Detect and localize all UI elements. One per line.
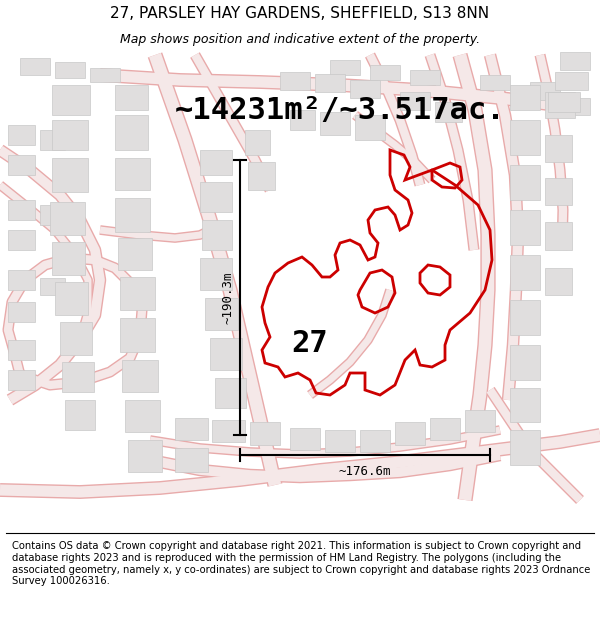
Polygon shape bbox=[360, 430, 390, 452]
Polygon shape bbox=[510, 210, 540, 245]
Polygon shape bbox=[8, 125, 35, 145]
Polygon shape bbox=[330, 60, 360, 75]
Polygon shape bbox=[400, 92, 430, 110]
Polygon shape bbox=[50, 202, 85, 235]
Polygon shape bbox=[120, 277, 155, 310]
Polygon shape bbox=[118, 238, 152, 270]
Polygon shape bbox=[510, 388, 540, 422]
Polygon shape bbox=[510, 300, 540, 335]
Text: ~176.6m: ~176.6m bbox=[339, 465, 391, 478]
Polygon shape bbox=[545, 135, 572, 162]
Polygon shape bbox=[52, 120, 88, 150]
Polygon shape bbox=[315, 74, 345, 92]
Polygon shape bbox=[548, 92, 580, 112]
Polygon shape bbox=[175, 448, 208, 472]
Polygon shape bbox=[8, 270, 35, 290]
Polygon shape bbox=[545, 222, 572, 250]
Polygon shape bbox=[320, 112, 350, 135]
Polygon shape bbox=[8, 230, 35, 250]
Polygon shape bbox=[8, 340, 35, 360]
Polygon shape bbox=[122, 360, 158, 392]
Polygon shape bbox=[210, 338, 242, 370]
Text: ~190.3m: ~190.3m bbox=[221, 271, 234, 324]
Polygon shape bbox=[60, 322, 92, 355]
Polygon shape bbox=[40, 278, 65, 295]
Polygon shape bbox=[128, 440, 162, 472]
Polygon shape bbox=[8, 302, 35, 322]
Polygon shape bbox=[560, 52, 590, 70]
Polygon shape bbox=[280, 72, 310, 90]
Polygon shape bbox=[510, 345, 540, 380]
Polygon shape bbox=[290, 428, 320, 450]
Polygon shape bbox=[245, 130, 270, 155]
Polygon shape bbox=[248, 162, 275, 190]
Polygon shape bbox=[215, 378, 246, 408]
Polygon shape bbox=[175, 418, 208, 440]
Polygon shape bbox=[200, 182, 232, 212]
Polygon shape bbox=[350, 80, 380, 98]
Polygon shape bbox=[52, 242, 85, 275]
Text: ~14231m²/~3.517ac.: ~14231m²/~3.517ac. bbox=[175, 96, 505, 124]
Polygon shape bbox=[200, 150, 232, 175]
Polygon shape bbox=[8, 155, 35, 175]
Polygon shape bbox=[20, 58, 50, 75]
Polygon shape bbox=[115, 198, 150, 232]
Polygon shape bbox=[510, 430, 540, 465]
Polygon shape bbox=[290, 110, 315, 130]
Polygon shape bbox=[212, 420, 245, 442]
Polygon shape bbox=[395, 422, 425, 445]
Polygon shape bbox=[465, 410, 495, 432]
Polygon shape bbox=[202, 220, 232, 250]
Polygon shape bbox=[545, 92, 575, 118]
Polygon shape bbox=[558, 98, 590, 115]
Polygon shape bbox=[200, 258, 232, 290]
Polygon shape bbox=[40, 205, 65, 225]
Polygon shape bbox=[530, 82, 560, 100]
Polygon shape bbox=[65, 400, 95, 430]
Polygon shape bbox=[55, 62, 85, 78]
Polygon shape bbox=[40, 130, 65, 150]
Polygon shape bbox=[8, 200, 35, 220]
Text: 27: 27 bbox=[292, 329, 328, 357]
Polygon shape bbox=[52, 85, 90, 115]
Polygon shape bbox=[55, 282, 88, 315]
Polygon shape bbox=[510, 165, 540, 200]
Polygon shape bbox=[510, 120, 540, 155]
Polygon shape bbox=[62, 362, 94, 392]
Polygon shape bbox=[510, 85, 540, 110]
Polygon shape bbox=[120, 318, 155, 352]
Text: 27, PARSLEY HAY GARDENS, SHEFFIELD, S13 8NN: 27, PARSLEY HAY GARDENS, SHEFFIELD, S13 … bbox=[110, 6, 490, 21]
Polygon shape bbox=[90, 68, 120, 82]
Polygon shape bbox=[545, 268, 572, 295]
Polygon shape bbox=[435, 102, 462, 122]
Polygon shape bbox=[115, 85, 148, 110]
Polygon shape bbox=[125, 400, 160, 432]
Polygon shape bbox=[545, 178, 572, 205]
Polygon shape bbox=[8, 370, 35, 390]
Polygon shape bbox=[205, 298, 238, 330]
Polygon shape bbox=[370, 65, 400, 80]
Polygon shape bbox=[325, 430, 355, 452]
Polygon shape bbox=[355, 115, 385, 140]
Text: Contains OS data © Crown copyright and database right 2021. This information is : Contains OS data © Crown copyright and d… bbox=[12, 541, 590, 586]
Polygon shape bbox=[52, 158, 88, 192]
Polygon shape bbox=[410, 70, 440, 85]
Polygon shape bbox=[480, 75, 510, 90]
Polygon shape bbox=[430, 418, 460, 440]
Polygon shape bbox=[250, 422, 280, 445]
Polygon shape bbox=[115, 158, 150, 190]
Polygon shape bbox=[115, 115, 148, 150]
Polygon shape bbox=[510, 255, 540, 290]
Polygon shape bbox=[555, 72, 588, 90]
Text: Map shows position and indicative extent of the property.: Map shows position and indicative extent… bbox=[120, 32, 480, 46]
